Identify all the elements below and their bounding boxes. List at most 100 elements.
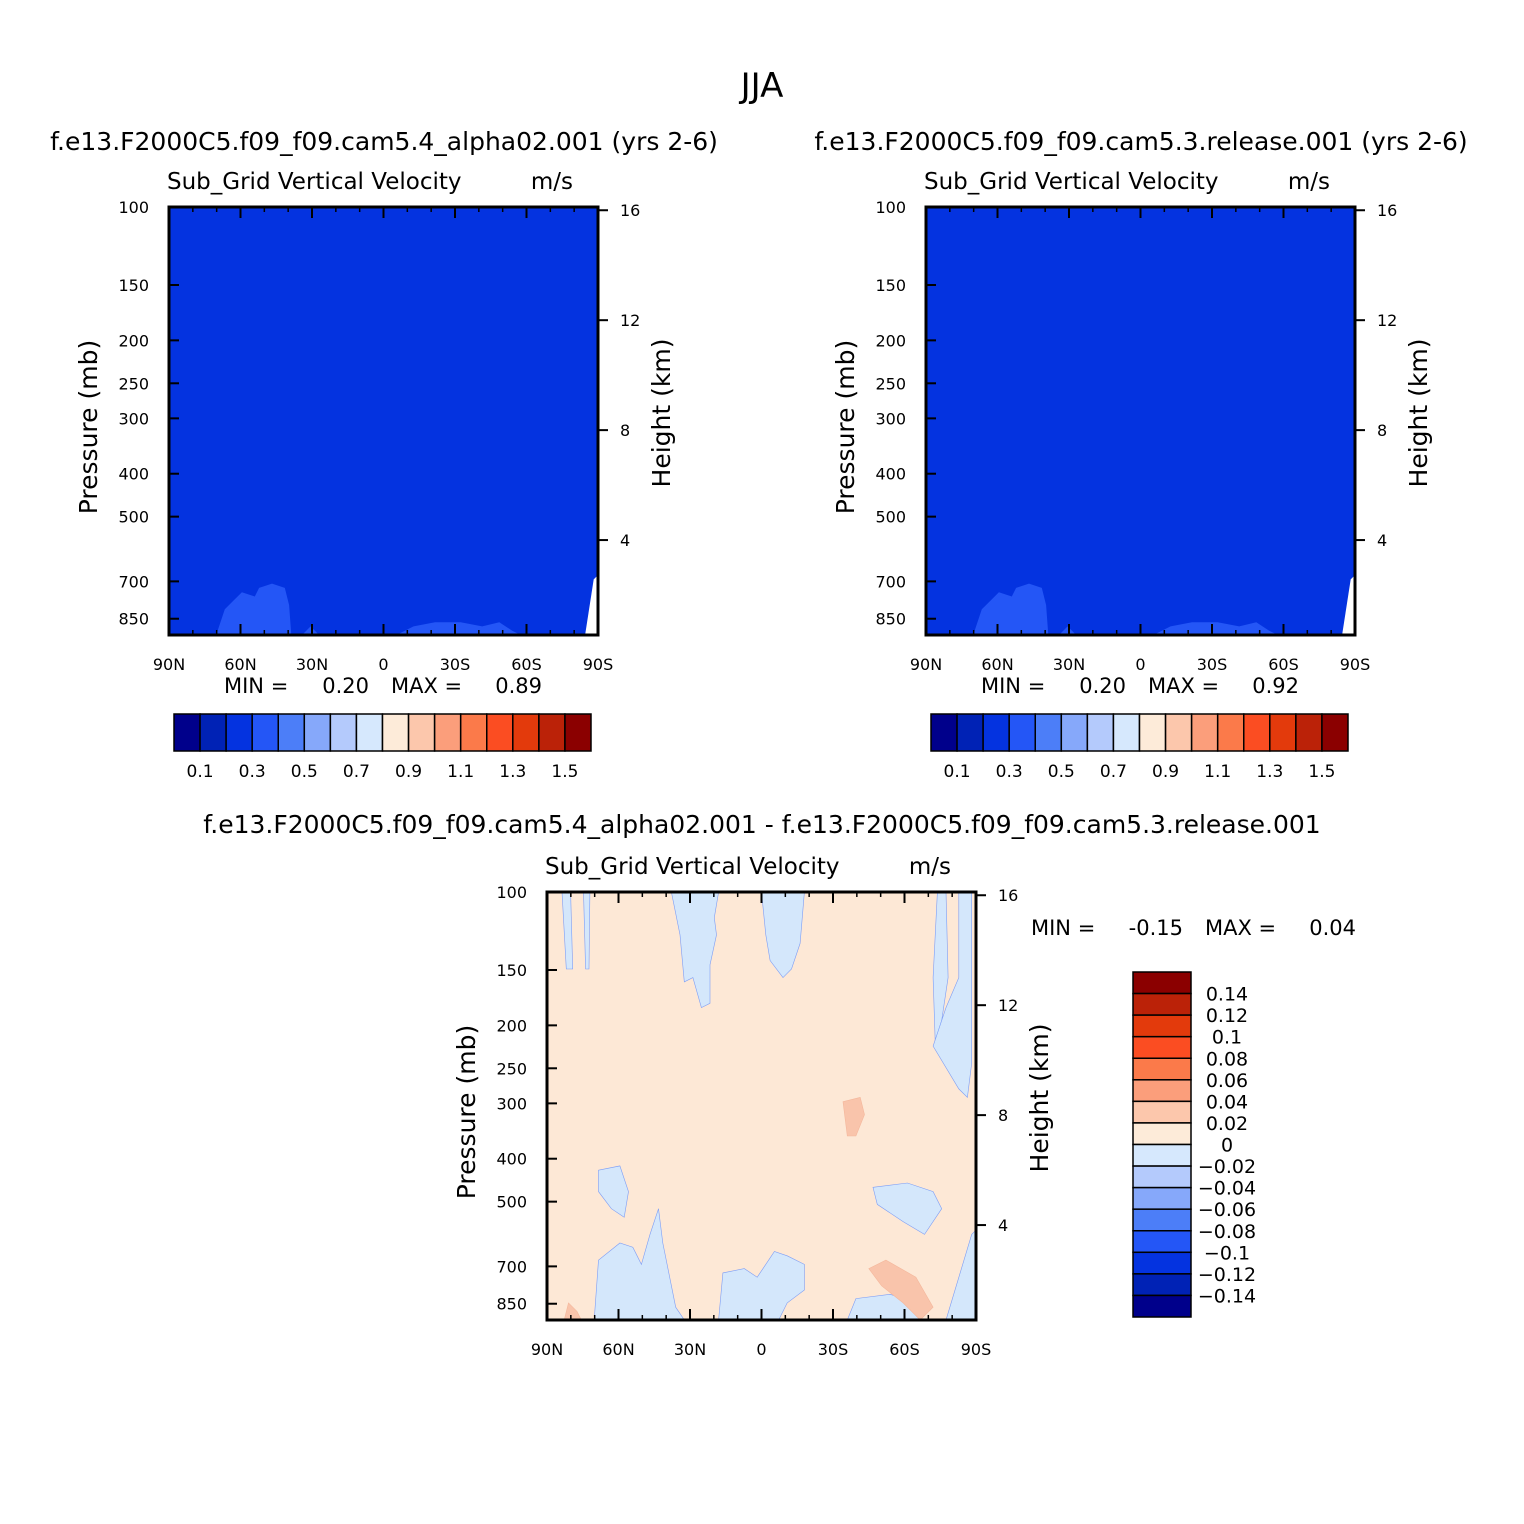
colorbar-box: [1132, 1230, 1192, 1254]
y-right-tick-label: 8: [1377, 421, 1387, 440]
contour-negative-region: [598, 1165, 629, 1218]
y-right-tick-label: 8: [620, 421, 630, 440]
colorbar-box: [1132, 1143, 1192, 1167]
colorbar-box: [1132, 971, 1192, 995]
y-tick-label: 150: [496, 961, 527, 980]
colorbar-box: [538, 713, 566, 752]
contour-low-blue: [302, 626, 320, 635]
colorbar-box: [225, 713, 253, 752]
colorbar-box: [381, 713, 410, 752]
colorbar-label: 0.1: [944, 762, 971, 782]
colorbar-label: 0.14: [1206, 984, 1248, 1006]
colorbar-box: [407, 713, 436, 752]
x-tick-label: 90S: [1340, 655, 1371, 674]
y-tick-label: 300: [496, 1094, 527, 1113]
colorbar-box: [1008, 713, 1036, 752]
colorbar-box: [982, 713, 1010, 752]
colorbar-box: [1138, 713, 1167, 752]
plot-title: Sub_Grid Vertical Velocity: [167, 169, 462, 195]
y-right-tick-label: 8: [998, 1106, 1008, 1125]
contour-fill-base: [926, 207, 1355, 635]
y-tick-label: 700: [875, 572, 906, 591]
x-tick-label: 0: [1135, 655, 1145, 674]
case-title-top-right: f.e13.F2000C5.f09_f09.cam5.3.release.001…: [814, 127, 1467, 156]
y-right-tick-label: 16: [998, 886, 1018, 905]
max-label: MAX =: [1205, 916, 1276, 940]
y-tick-label: 200: [118, 331, 149, 350]
y-right-tick-label: 4: [1377, 531, 1387, 550]
contour-positive-region: [842, 1097, 865, 1137]
min-value: -0.15: [1129, 916, 1183, 940]
colorbar-label: 0: [1221, 1135, 1233, 1157]
y-tick-label: 200: [496, 1016, 527, 1035]
colorbar-box: [1269, 713, 1297, 752]
x-tick-label: 60N: [602, 1340, 634, 1359]
y-axis-label: Pressure (mb): [74, 340, 103, 514]
colorbar-label: 0.5: [291, 762, 318, 782]
y-tick-label: 850: [875, 610, 906, 629]
min-label: MIN =: [1031, 916, 1095, 940]
colorbar-box: [1132, 1165, 1192, 1189]
units-label: m/s: [1288, 169, 1330, 195]
contour-fill-base: [169, 207, 598, 635]
x-tick-label: 60N: [981, 655, 1013, 674]
colorbar-label: 0.08: [1206, 1048, 1248, 1070]
colorbar-box: [173, 713, 201, 752]
max-label: MAX =: [391, 674, 462, 698]
x-tick-label: 30S: [818, 1340, 849, 1359]
y-right-tick-label: 12: [620, 311, 640, 330]
colorbar-label: 1.3: [499, 762, 526, 782]
x-tick-label: 30S: [1197, 655, 1228, 674]
y-tick-label: 150: [875, 276, 906, 295]
x-tick-label: 0: [378, 655, 388, 674]
units-label: m/s: [909, 854, 951, 880]
y-right-tick-label: 12: [1377, 311, 1397, 330]
y-tick-label: 400: [875, 465, 906, 484]
contour-negative-region: [593, 1208, 685, 1321]
y-tick-label: 400: [118, 465, 149, 484]
contour-low-blue: [1059, 626, 1077, 635]
colorbar-label: 0.06: [1206, 1070, 1248, 1092]
x-tick-label: 60S: [889, 1340, 920, 1359]
colorbar-label: −0.14: [1198, 1285, 1256, 1307]
y-tick-label: 300: [875, 409, 906, 428]
colorbar-box: [1132, 1186, 1192, 1210]
colorbar-label: 0.3: [239, 762, 266, 782]
colorbar-box: [1132, 1208, 1192, 1232]
x-tick-label: 60N: [224, 655, 256, 674]
y-tick-label: 250: [875, 374, 906, 393]
panel-top-left: f.e13.F2000C5.f09_f09.cam5.4_alpha02.001…: [50, 127, 718, 782]
colorbar-label: −0.02: [1198, 1156, 1256, 1178]
colorbar-label: 0.9: [395, 762, 422, 782]
colorbar-label: −0.04: [1198, 1178, 1256, 1200]
max-value: 0.92: [1252, 674, 1299, 698]
y-axis-label: Pressure (mb): [831, 340, 860, 514]
colorbar-label: 0.9: [1152, 762, 1179, 782]
colorbar-label: 0.1: [187, 762, 214, 782]
x-tick-label: 90N: [910, 655, 942, 674]
colorbar-label: 0.3: [996, 762, 1023, 782]
contour-negative-region: [718, 1251, 805, 1321]
colorbar-box: [1164, 713, 1193, 752]
y-tick-label: 150: [118, 276, 149, 295]
y-right-axis-label: Height (km): [647, 339, 676, 488]
colorbar-box: [1295, 713, 1323, 752]
x-tick-label: 30S: [440, 655, 471, 674]
colorbar-box: [329, 713, 358, 752]
colorbar-box: [433, 713, 462, 752]
case-title-top-left: f.e13.F2000C5.f09_f09.cam5.4_alpha02.001…: [50, 127, 718, 156]
colorbar-label: 1.5: [1308, 762, 1335, 782]
y-tick-label: 850: [118, 610, 149, 629]
colorbar-box: [277, 713, 306, 752]
max-label: MAX =: [1148, 674, 1219, 698]
contour-negative-region: [932, 891, 973, 1099]
colorbar-box: [1216, 713, 1245, 752]
plot-title: Sub_Grid Vertical Velocity: [924, 169, 1219, 195]
colorbar-label: 1.1: [1204, 762, 1231, 782]
colorbar-box: [1132, 1035, 1192, 1059]
contour-low-blue: [216, 583, 292, 635]
y-tick-label: 700: [118, 572, 149, 591]
y-right-axis-label: Height (km): [1404, 339, 1433, 488]
contour-positive-region: [868, 1259, 934, 1321]
